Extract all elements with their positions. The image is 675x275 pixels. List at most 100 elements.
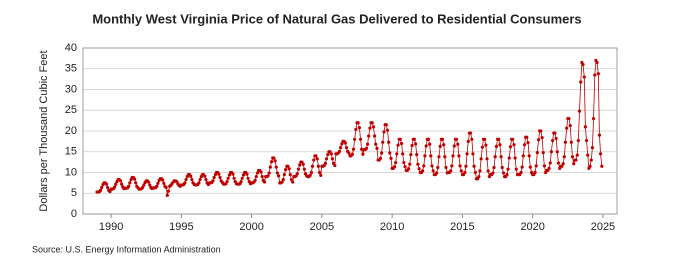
data-point <box>570 155 575 159</box>
y-tick-label: 20 <box>65 125 77 137</box>
data-point <box>449 169 453 173</box>
data-point <box>387 140 391 144</box>
data-point <box>354 127 358 131</box>
data-point <box>416 162 420 166</box>
data-point <box>323 161 328 165</box>
data-point <box>563 140 568 144</box>
data-point <box>148 183 152 187</box>
data-point <box>198 177 202 182</box>
data-point <box>273 159 277 163</box>
data-point <box>464 164 468 168</box>
data-point <box>421 169 425 173</box>
data-point <box>483 137 487 141</box>
data-point <box>398 137 402 141</box>
data-point <box>579 80 583 84</box>
data-point <box>388 151 392 155</box>
data-point <box>291 180 295 184</box>
data-point <box>485 157 489 161</box>
data-point <box>280 180 284 184</box>
data-point <box>409 153 413 157</box>
data-point <box>512 143 516 147</box>
data-point <box>240 176 244 180</box>
data-point <box>406 167 411 171</box>
data-point <box>333 163 337 168</box>
data-point <box>162 181 166 185</box>
data-point <box>472 164 476 168</box>
data-point <box>572 162 576 166</box>
data-point <box>403 165 407 169</box>
data-point <box>156 181 160 185</box>
data-point <box>507 156 511 160</box>
data-point <box>595 60 599 65</box>
data-point <box>288 172 292 177</box>
data-point <box>542 164 546 168</box>
data-point <box>422 164 426 168</box>
data-point <box>533 170 537 175</box>
data-point <box>385 128 390 132</box>
data-point <box>452 144 456 148</box>
data-point <box>114 182 118 186</box>
data-point <box>301 162 305 166</box>
data-point <box>560 164 564 168</box>
data-point <box>350 152 354 156</box>
data-point <box>582 75 586 79</box>
data-point <box>396 143 400 147</box>
data-point <box>281 177 285 182</box>
data-point <box>204 177 208 182</box>
data-point <box>553 131 557 135</box>
data-point <box>408 162 412 166</box>
data-point <box>522 143 527 147</box>
data-point <box>443 155 447 159</box>
data-point <box>356 121 360 125</box>
data-point <box>134 181 138 185</box>
data-point <box>581 63 585 67</box>
data-point <box>381 140 385 144</box>
data-point <box>505 172 509 177</box>
data-point <box>284 167 288 172</box>
data-point <box>260 175 264 179</box>
data-point <box>239 180 243 184</box>
data-point <box>113 185 117 189</box>
data-point <box>296 167 301 171</box>
data-point <box>141 185 145 190</box>
data-point <box>501 171 506 175</box>
data-point <box>417 167 421 171</box>
data-point <box>340 142 344 146</box>
data-point <box>435 171 439 175</box>
data-point <box>343 141 347 145</box>
data-point <box>471 152 475 156</box>
data-point <box>183 181 187 185</box>
data-point <box>463 170 467 175</box>
source-note: Source: U.S. Energy Information Administ… <box>32 244 221 254</box>
data-point <box>212 175 216 180</box>
data-point <box>308 173 312 178</box>
data-point <box>458 164 462 168</box>
data-point <box>337 149 342 153</box>
data-point <box>277 174 281 178</box>
data-point <box>226 176 230 180</box>
data-point <box>120 182 124 186</box>
data-point <box>591 116 596 121</box>
data-point <box>498 143 502 147</box>
data-point <box>414 142 418 146</box>
data-point <box>274 165 278 169</box>
data-point <box>353 137 357 141</box>
data-point <box>371 125 376 129</box>
data-point <box>596 72 600 76</box>
data-point <box>310 164 315 168</box>
data-point <box>326 153 330 157</box>
data-point <box>344 146 349 150</box>
data-point <box>535 150 539 155</box>
data-point <box>540 136 544 140</box>
data-point <box>478 169 482 173</box>
plot-frame <box>82 47 618 215</box>
data-point <box>164 185 168 190</box>
data-point <box>438 144 442 148</box>
data-point <box>466 139 470 143</box>
data-point <box>155 184 159 188</box>
data-point <box>127 184 131 188</box>
data-point <box>491 171 495 175</box>
data-point <box>378 156 383 160</box>
data-point <box>574 158 578 162</box>
data-point <box>551 138 555 143</box>
